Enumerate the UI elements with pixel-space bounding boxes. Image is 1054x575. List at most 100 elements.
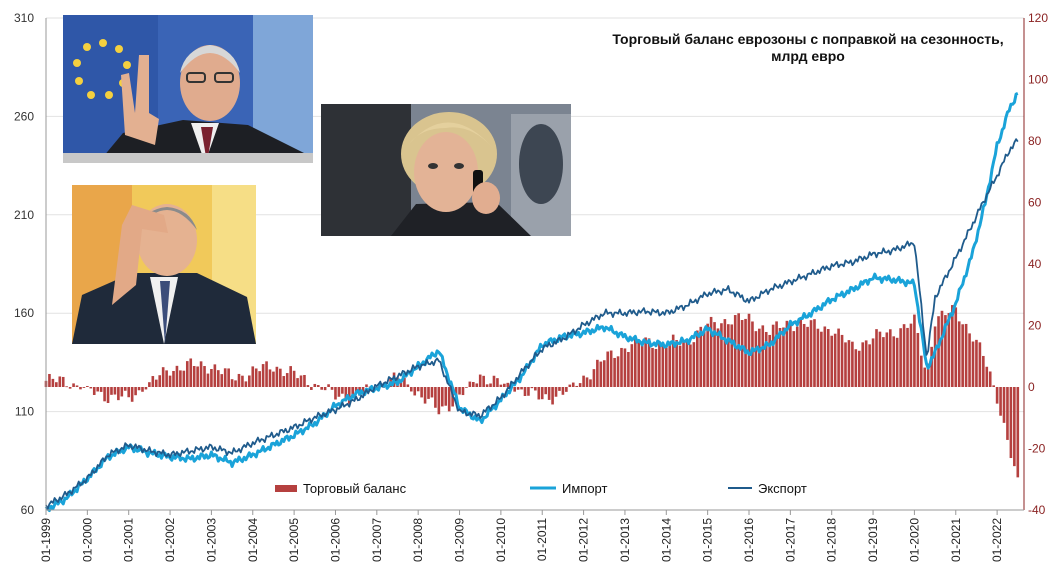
bar-267 (964, 323, 968, 387)
x-tick-label-4: 01-2003 (204, 518, 218, 562)
bar-109 (420, 387, 423, 398)
bar-186 (685, 339, 689, 387)
bar-65 (268, 369, 272, 387)
bar-179 (661, 342, 665, 387)
bar-229 (833, 333, 837, 387)
bar-55 (234, 380, 237, 387)
chart-title-line-1: Торговый баланс еврозоны с поправкой на … (612, 31, 1003, 47)
x-tick-label-19: 01-2018 (825, 518, 839, 562)
bar-252 (913, 314, 916, 387)
bar-181 (668, 341, 672, 387)
bar-261 (944, 315, 947, 387)
bar-61 (254, 368, 258, 387)
bar-67 (275, 366, 279, 387)
bar-176 (651, 347, 654, 387)
bar-37 (172, 370, 175, 387)
bar-10 (79, 387, 82, 390)
bar-29 (144, 387, 148, 390)
x-tick-label-0: 01-1999 (39, 518, 53, 562)
bar-3 (55, 382, 58, 387)
bar-105 (406, 384, 410, 387)
bar-125 (475, 383, 479, 387)
x-tick-label-15: 01-2014 (659, 518, 673, 562)
bar-17 (103, 387, 106, 402)
bar-263 (951, 305, 954, 387)
bar-202 (740, 320, 744, 387)
bar-14 (92, 387, 96, 395)
bar-149 (558, 387, 561, 391)
bar-209 (764, 331, 768, 387)
bar-64 (265, 361, 268, 387)
bar-58 (244, 381, 248, 387)
bar-259 (937, 316, 940, 387)
bar-8 (72, 383, 75, 387)
bar-228 (830, 335, 834, 387)
bar-38 (175, 365, 179, 387)
bar-208 (761, 325, 765, 387)
bar-157 (585, 377, 589, 387)
bar-154 (575, 385, 579, 387)
right-tick-label-7: 100 (1028, 73, 1048, 87)
bar-44 (196, 366, 199, 387)
bar-196 (720, 323, 723, 387)
bar-140 (527, 387, 530, 396)
bar-260 (940, 310, 944, 387)
bar-159 (592, 369, 596, 387)
bar-45 (199, 361, 203, 387)
bar-268 (968, 333, 971, 387)
bar-27 (137, 387, 141, 391)
right-tick-label-4: 40 (1028, 257, 1042, 271)
bar-89 (351, 387, 355, 396)
left-tick-label-2: 160 (14, 306, 34, 320)
bar-198 (727, 324, 730, 387)
x-tick-label-9: 01-2008 (411, 518, 425, 562)
legend-label-import: Импорт (562, 481, 607, 496)
bar-54 (230, 379, 234, 387)
legend: Торговый баланс Импорт Экспорт (275, 481, 807, 496)
bar-270 (975, 339, 978, 387)
legend-swatch-trade-balance (275, 485, 297, 492)
bar-122 (465, 387, 468, 388)
bar-280 (1009, 387, 1013, 459)
left-tick-label-3: 210 (14, 208, 34, 222)
bar-34 (161, 367, 165, 387)
bar-47 (206, 373, 210, 387)
bar-130 (492, 375, 496, 387)
bar-265 (957, 321, 961, 387)
bar-78 (313, 383, 317, 387)
x-tick-label-8: 01-2007 (370, 518, 384, 562)
bar-269 (971, 341, 975, 387)
bar-215 (785, 320, 789, 387)
bar-172 (637, 340, 641, 387)
bar-123 (468, 381, 472, 387)
bar-132 (499, 384, 503, 387)
bar-90 (354, 387, 358, 392)
bar-192 (706, 323, 709, 387)
bar-48 (210, 368, 213, 387)
right-axis-ticks: -40 -20 0 20 40 60 80 100 120 (1028, 11, 1048, 517)
bar-33 (158, 375, 162, 387)
bar-18 (106, 387, 110, 403)
bar-206 (754, 331, 758, 387)
x-tick-label-1: 01-2000 (80, 518, 94, 562)
bar-183 (675, 340, 678, 387)
bar-257 (930, 346, 933, 387)
bar-129 (489, 383, 492, 387)
bar-231 (840, 334, 844, 387)
bar-271 (978, 342, 982, 387)
bar-15 (96, 387, 100, 392)
left-axis-ticks: 60 110 160 210 260 310 (14, 11, 34, 517)
bar-144 (540, 387, 544, 400)
bar-230 (837, 328, 840, 387)
bar-207 (758, 328, 761, 387)
bar-62 (258, 371, 261, 387)
bar-127 (482, 375, 485, 387)
bar-244 (885, 332, 889, 387)
bar-190 (699, 326, 703, 387)
x-tick-label-7: 01-2006 (328, 518, 342, 562)
bar-68 (279, 368, 282, 387)
bar-168 (623, 348, 627, 387)
x-axis-ticks: 01-1999 01-2000 01-2001 01-2002 01-2003 01-20… (39, 510, 1004, 562)
bar-114 (437, 387, 441, 415)
bar-160 (596, 359, 599, 387)
